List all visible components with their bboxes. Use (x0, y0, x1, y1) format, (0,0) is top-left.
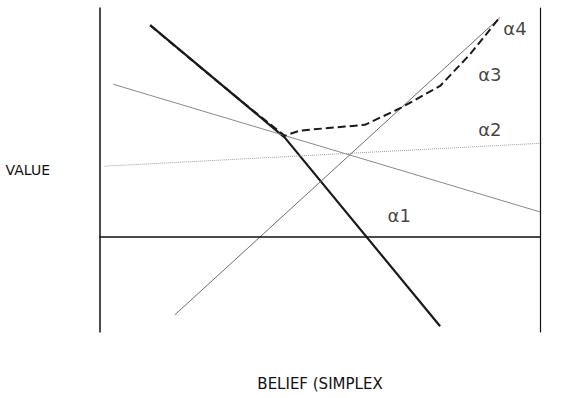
svg-text:α3: α3 (478, 64, 501, 85)
svg-text:VALUE: VALUE (6, 162, 50, 178)
svg-text:α1: α1 (388, 205, 411, 226)
svg-text:BELIEF (SIMPLEX: BELIEF (SIMPLEX (257, 375, 382, 393)
svg-text:α2: α2 (478, 119, 501, 140)
svg-text:α4: α4 (503, 18, 526, 39)
